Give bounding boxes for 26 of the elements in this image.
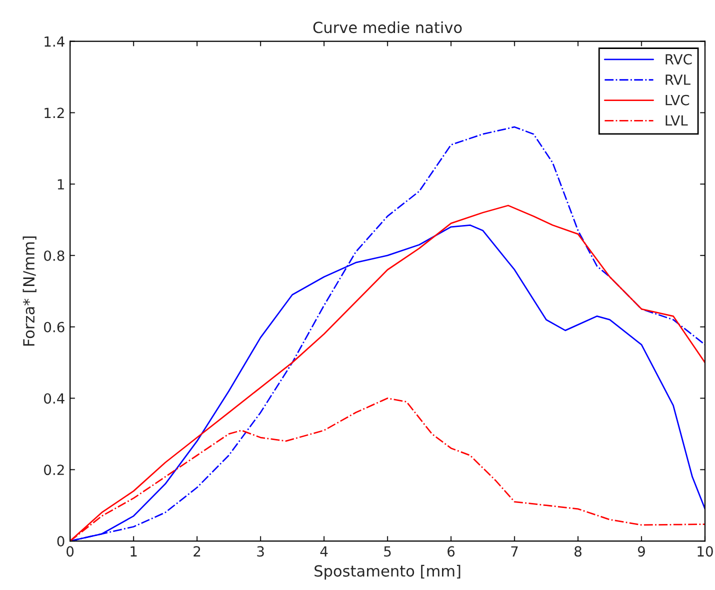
x-tick-label: 1 [130, 546, 137, 556]
legend-label: RVL [666, 74, 690, 85]
x-tick-label: 5 [384, 546, 391, 557]
x-tick-label: 4 [320, 546, 328, 556]
y-tick-label: 0.8 [44, 250, 64, 261]
x-tick-label: 6 [448, 546, 455, 557]
x-axis-title: Spostamento [mm] [314, 564, 460, 580]
y-tick-label: 0 [57, 536, 64, 547]
legend-label: LVL [666, 115, 688, 126]
x-tick-label: 3 [257, 546, 264, 557]
y-tick-label: 0.2 [44, 464, 64, 476]
chart-title: Curve medie nativo [313, 21, 462, 34]
legend-label: LVC [666, 94, 690, 106]
x-tick-label: 0 [66, 546, 74, 557]
y-axis-title: Forza* [N/mm] [22, 236, 36, 346]
x-tick-label: 10 [698, 546, 713, 557]
y-tick-label: 1.4 [44, 36, 64, 47]
y-tick-label: 1 [58, 179, 64, 190]
y-tick-label: 0.4 [44, 393, 64, 404]
x-tick-label: 2 [194, 546, 200, 556]
y-tick-label: 1.2 [44, 108, 64, 118]
y-tick-label: 0.6 [44, 322, 64, 332]
legend-label: RVC [666, 54, 692, 65]
x-tick-label: 9 [638, 546, 645, 557]
x-tick-label: 8 [574, 546, 582, 557]
x-tick-label: 7 [511, 546, 518, 556]
